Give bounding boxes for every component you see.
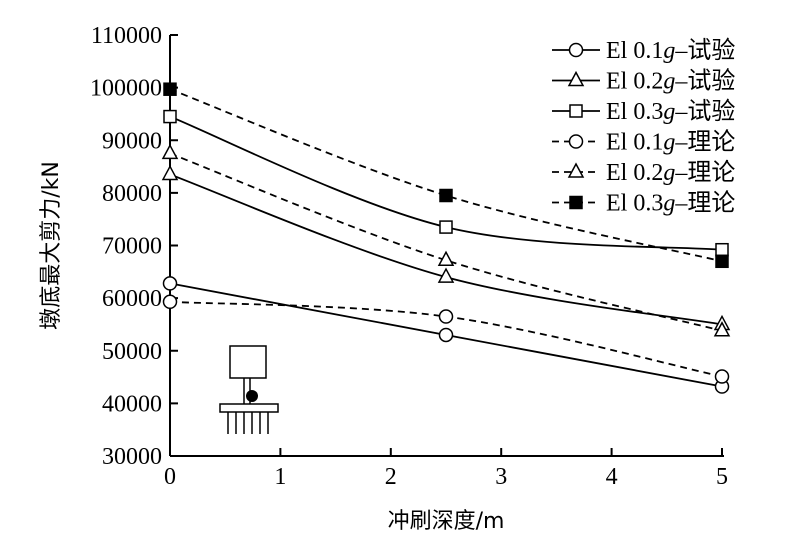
data-point — [161, 143, 179, 160]
x-tick-label: 3 — [495, 464, 507, 490]
x-tick-label: 4 — [606, 464, 618, 490]
data-point — [163, 82, 177, 96]
legend-label-part: El 0.2 — [606, 69, 663, 95]
legend-label-part: –理论 — [674, 190, 735, 217]
legend-marker — [567, 162, 585, 178]
legend-item: El 0.3g–理论 — [552, 190, 735, 217]
legend-label-italic-part: g — [663, 99, 675, 125]
legend-label-part: –理论 — [674, 159, 735, 186]
series-line — [169, 152, 723, 332]
legend-label: El 0.3g–理论 — [606, 190, 735, 217]
y-ticks: 30000 40000 50000 60000 70000 80000 90000 10000… — [90, 23, 178, 470]
legend-label-italic-part: g — [663, 191, 675, 217]
legend-marker — [568, 42, 584, 58]
y-tick-label: 90000 — [102, 128, 162, 154]
legend-label-italic-part: g — [663, 160, 675, 186]
data-point — [162, 294, 178, 310]
legend-item: El 0.1g–理论 — [552, 129, 735, 156]
data-point — [713, 321, 731, 337]
y-tick-label: 50000 — [102, 339, 162, 365]
legend-label: El 0.3g–试验 — [606, 98, 735, 125]
data-point — [438, 327, 454, 343]
legend-marker — [569, 104, 583, 118]
data-point — [715, 254, 729, 269]
legend-item: El 0.1g–试验 — [552, 37, 735, 64]
legend-label: El 0.2g–理论 — [606, 159, 735, 186]
legend-item: El 0.3g–试验 — [552, 98, 735, 125]
data-point — [161, 164, 179, 181]
data-point — [439, 220, 453, 234]
data-point — [715, 242, 729, 257]
legend-label-italic-part: g — [663, 69, 675, 95]
x-axis-label: 冲刷深度/m — [388, 509, 505, 534]
series-line — [169, 88, 723, 263]
series-5 — [161, 143, 731, 337]
legend-marker — [568, 134, 584, 149]
legend-label-italic-part: g — [663, 130, 675, 156]
x-tick-label: 2 — [385, 464, 397, 490]
series-layer — [161, 82, 731, 394]
series-4 — [162, 294, 730, 384]
data-point — [437, 267, 455, 283]
data-point — [162, 276, 178, 291]
legend-marker — [569, 195, 583, 210]
legend-label-part: El 0.3 — [606, 191, 663, 217]
legend-item: El 0.2g–理论 — [552, 159, 735, 186]
y-tick-label: 40000 — [102, 391, 162, 417]
legend-label-part: El 0.1 — [606, 130, 663, 156]
series-1 — [162, 276, 730, 394]
y-tick-label: 100000 — [90, 76, 162, 102]
x-tick-label: 1 — [274, 464, 286, 490]
x-tick-label: 5 — [716, 464, 728, 490]
data-point — [437, 250, 455, 266]
y-tick-label: 30000 — [102, 444, 162, 470]
legend-label: El 0.1g–试验 — [606, 37, 735, 64]
legend-label: El 0.2g–试验 — [606, 68, 735, 95]
y-tick-label: 110000 — [91, 23, 162, 49]
legend-label-part: El 0.1 — [606, 38, 663, 64]
y-tick-label: 80000 — [102, 181, 162, 207]
x-ticks: 0 1 2 3 4 5 — [164, 448, 728, 490]
legend-label-part: –试验 — [674, 98, 735, 125]
legend-marker — [567, 70, 585, 87]
series-6 — [163, 82, 729, 269]
legend-item: El 0.2g–试验 — [552, 68, 735, 95]
data-point — [439, 188, 453, 203]
data-point — [163, 109, 177, 124]
legend-label-part: –理论 — [674, 129, 735, 156]
pier-foundation-icon — [219, 345, 279, 434]
legend-label-part: El 0.2 — [606, 160, 663, 186]
legend-label: El 0.1g–理论 — [606, 129, 735, 156]
legend-label-italic-part: g — [663, 38, 675, 64]
legend-label-part: –试验 — [674, 37, 735, 64]
y-tick-label: 70000 — [102, 234, 162, 260]
legend-label-part: El 0.3 — [606, 99, 663, 125]
y-tick-label: 60000 — [102, 286, 162, 312]
y-axis-label: 墩底最大剪力/kN — [39, 161, 64, 330]
data-point — [714, 369, 730, 384]
x-tick-label: 0 — [164, 464, 176, 490]
legend-label-part: –试验 — [674, 68, 735, 95]
data-point — [438, 309, 454, 324]
